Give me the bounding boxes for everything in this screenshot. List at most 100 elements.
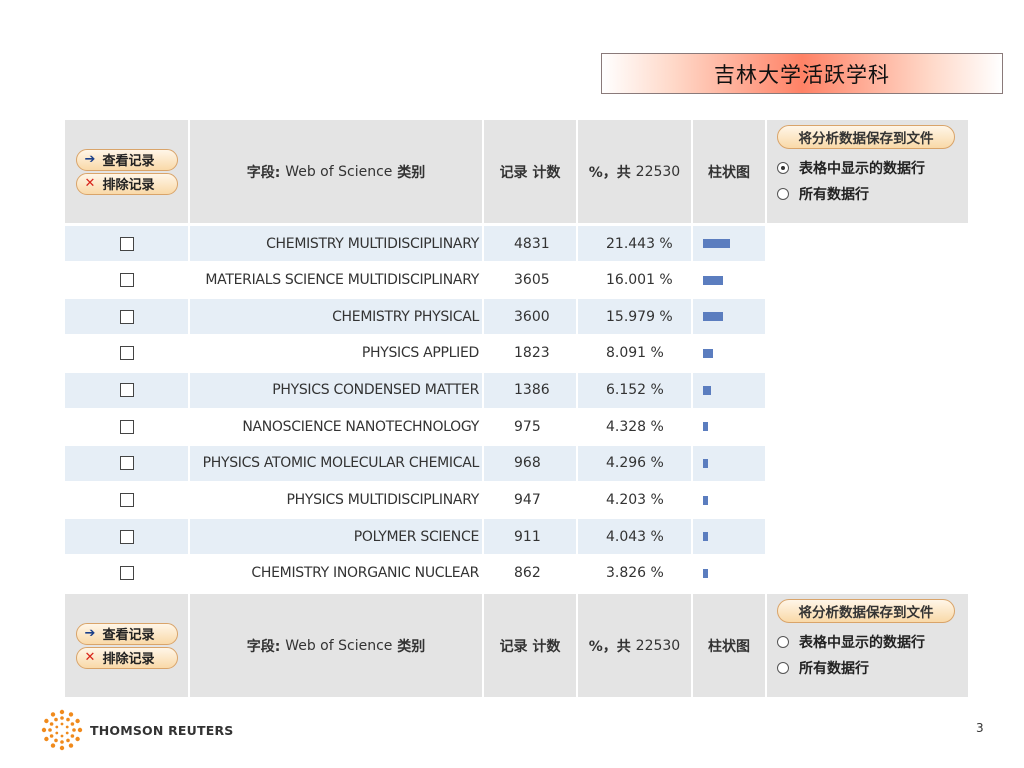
x-icon: ✕: [84, 176, 96, 191]
percent-cell: 6.152 %: [578, 372, 691, 408]
category-cell: CHEMISTRY INORGANIC NUCLEAR: [251, 565, 479, 582]
row-select-cell: [65, 299, 188, 335]
percent-column-header: %，共 22530: [578, 120, 691, 223]
row-select-cell: [65, 372, 188, 408]
exclude-records-label: 排除记录: [102, 652, 155, 667]
record-actions-cell: ➔ 查看记录 ✕ 排除记录: [65, 120, 188, 223]
count-cell: 862: [514, 565, 541, 582]
exclude-records-button[interactable]: ✕ 排除记录: [75, 172, 178, 195]
field-prefix: 字段:: [246, 164, 281, 181]
category-cell: PHYSICS APPLIED: [361, 345, 479, 362]
percent-cell: 15.979 %: [578, 299, 691, 335]
share-bar: [703, 495, 708, 505]
table-row: CHEMISTRY MULTIDISCIPLINARY 4831 21.443 …: [65, 226, 768, 261]
exclude-records-button[interactable]: ✕ 排除记录: [75, 646, 178, 669]
save-to-file-button[interactable]: 将分析数据保存到文件: [777, 125, 955, 149]
table-row: CHEMISTRY INORGANIC NUCLEAR 862 3.826 %: [65, 556, 768, 591]
row-checkbox[interactable]: [119, 419, 134, 434]
radio-unselected[interactable]: [777, 636, 789, 648]
option-all-rows-label: 所有数据行: [799, 187, 869, 203]
field-column-header: 字段: Web of Science 类别: [190, 594, 482, 697]
bar-column-header: 柱状图: [693, 120, 765, 223]
bar-cell: [693, 519, 765, 555]
row-checkbox[interactable]: [119, 383, 134, 398]
share-bar: [703, 422, 708, 432]
percent-cell: 4.043 %: [578, 519, 691, 555]
option-all-rows[interactable]: 所有数据行: [777, 181, 968, 207]
field-name: Web of Science: [285, 163, 393, 180]
record-actions-cell: ➔ 查看记录 ✕ 排除记录: [65, 594, 188, 697]
count-cell: 975: [514, 418, 541, 435]
view-records-button[interactable]: ➔ 查看记录: [75, 622, 178, 645]
category-cell: NANOSCIENCE NANOTECHNOLOGY: [242, 418, 479, 435]
share-bar: [703, 568, 708, 578]
field-column-header: 字段: Web of Science 类别: [190, 120, 482, 223]
table-row: MATERIALS SCIENCE MULTIDISCIPLINARY 3605…: [65, 263, 768, 298]
category-cell: CHEMISTRY PHYSICAL: [190, 299, 482, 335]
category-cell: POLYMER SCIENCE: [190, 519, 482, 555]
count-cell: 947: [514, 492, 541, 509]
results-table-body: CHEMISTRY MULTIDISCIPLINARY 4831 21.443 …: [65, 226, 768, 593]
option-all-rows[interactable]: 所有数据行: [777, 655, 968, 681]
option-displayed-rows-label: 表格中显示的数据行: [799, 161, 925, 177]
view-records-label: 查看记录: [102, 628, 155, 643]
row-checkbox[interactable]: [119, 456, 134, 471]
count-cell: 1823: [514, 345, 550, 362]
logo-text: THOMSON REUTERS: [90, 722, 234, 738]
percent-prefix: %，共: [588, 638, 631, 655]
row-checkbox[interactable]: [119, 493, 134, 508]
category-cell: PHYSICS MULTIDISCIPLINARY: [286, 492, 479, 509]
row-checkbox[interactable]: [119, 346, 134, 361]
field-name: Web of Science: [285, 637, 393, 654]
share-bar: [703, 348, 713, 358]
row-checkbox[interactable]: [119, 309, 134, 324]
arrow-right-icon: ➔: [84, 626, 96, 641]
count-column-header: 记录 计数: [484, 594, 576, 697]
save-to-file-button[interactable]: 将分析数据保存到文件: [777, 599, 955, 623]
radio-selected[interactable]: [777, 162, 789, 174]
percent-column-header: %，共 22530: [578, 594, 691, 697]
option-all-rows-label: 所有数据行: [799, 661, 869, 677]
row-select-cell: [65, 226, 188, 261]
arrow-right-icon: ➔: [84, 152, 96, 167]
category-cell: PHYSICS CONDENSED MATTER: [190, 372, 482, 408]
count-cell: 911: [484, 519, 576, 555]
row-checkbox[interactable]: [119, 273, 134, 288]
view-records-button[interactable]: ➔ 查看记录: [75, 148, 178, 171]
table-row: PHYSICS MULTIDISCIPLINARY 947 4.203 %: [65, 483, 768, 518]
percent-cell: 3.826 %: [606, 565, 664, 582]
save-options-cell: 将分析数据保存到文件 表格中显示的数据行 所有数据行: [767, 594, 968, 697]
x-icon: ✕: [84, 650, 96, 665]
share-bar: [703, 385, 711, 395]
bar-cell: [693, 299, 765, 335]
table-row: PHYSICS CONDENSED MATTER 1386 6.152 %: [65, 372, 768, 408]
bar-cell: [693, 483, 765, 518]
row-checkbox[interactable]: [119, 566, 134, 581]
share-bar: [703, 312, 723, 322]
percent-cell: 4.203 %: [606, 492, 664, 509]
count-cell: 4831: [484, 226, 576, 261]
bar-cell: [693, 445, 765, 481]
option-displayed-rows[interactable]: 表格中显示的数据行: [777, 629, 968, 655]
option-displayed-rows[interactable]: 表格中显示的数据行: [777, 155, 968, 181]
percent-cell: 4.328 %: [606, 418, 664, 435]
row-checkbox[interactable]: [119, 236, 134, 251]
count-cell: 968: [484, 445, 576, 481]
radio-unselected[interactable]: [777, 188, 789, 200]
count-cell: 1386: [484, 372, 576, 408]
table-header-bottom: ➔ 查看记录 ✕ 排除记录 字段: Web of Science 类别 记录 计…: [65, 594, 968, 697]
row-select-cell: [65, 519, 188, 555]
bar-cell: [693, 226, 765, 261]
percent-total: 22530: [635, 637, 681, 654]
field-prefix: 字段:: [246, 638, 281, 655]
percent-cell: 8.091 %: [606, 345, 664, 362]
row-checkbox[interactable]: [119, 529, 134, 544]
percent-cell: 4.296 %: [578, 445, 691, 481]
percent-total: 22530: [635, 163, 681, 180]
radio-unselected[interactable]: [777, 662, 789, 674]
page-number: 3: [976, 721, 984, 735]
count-cell: 3605: [514, 272, 550, 289]
thomson-reuters-logo: THOMSON REUTERS: [40, 708, 234, 752]
exclude-records-label: 排除记录: [102, 178, 155, 193]
row-select-cell: [65, 556, 188, 591]
